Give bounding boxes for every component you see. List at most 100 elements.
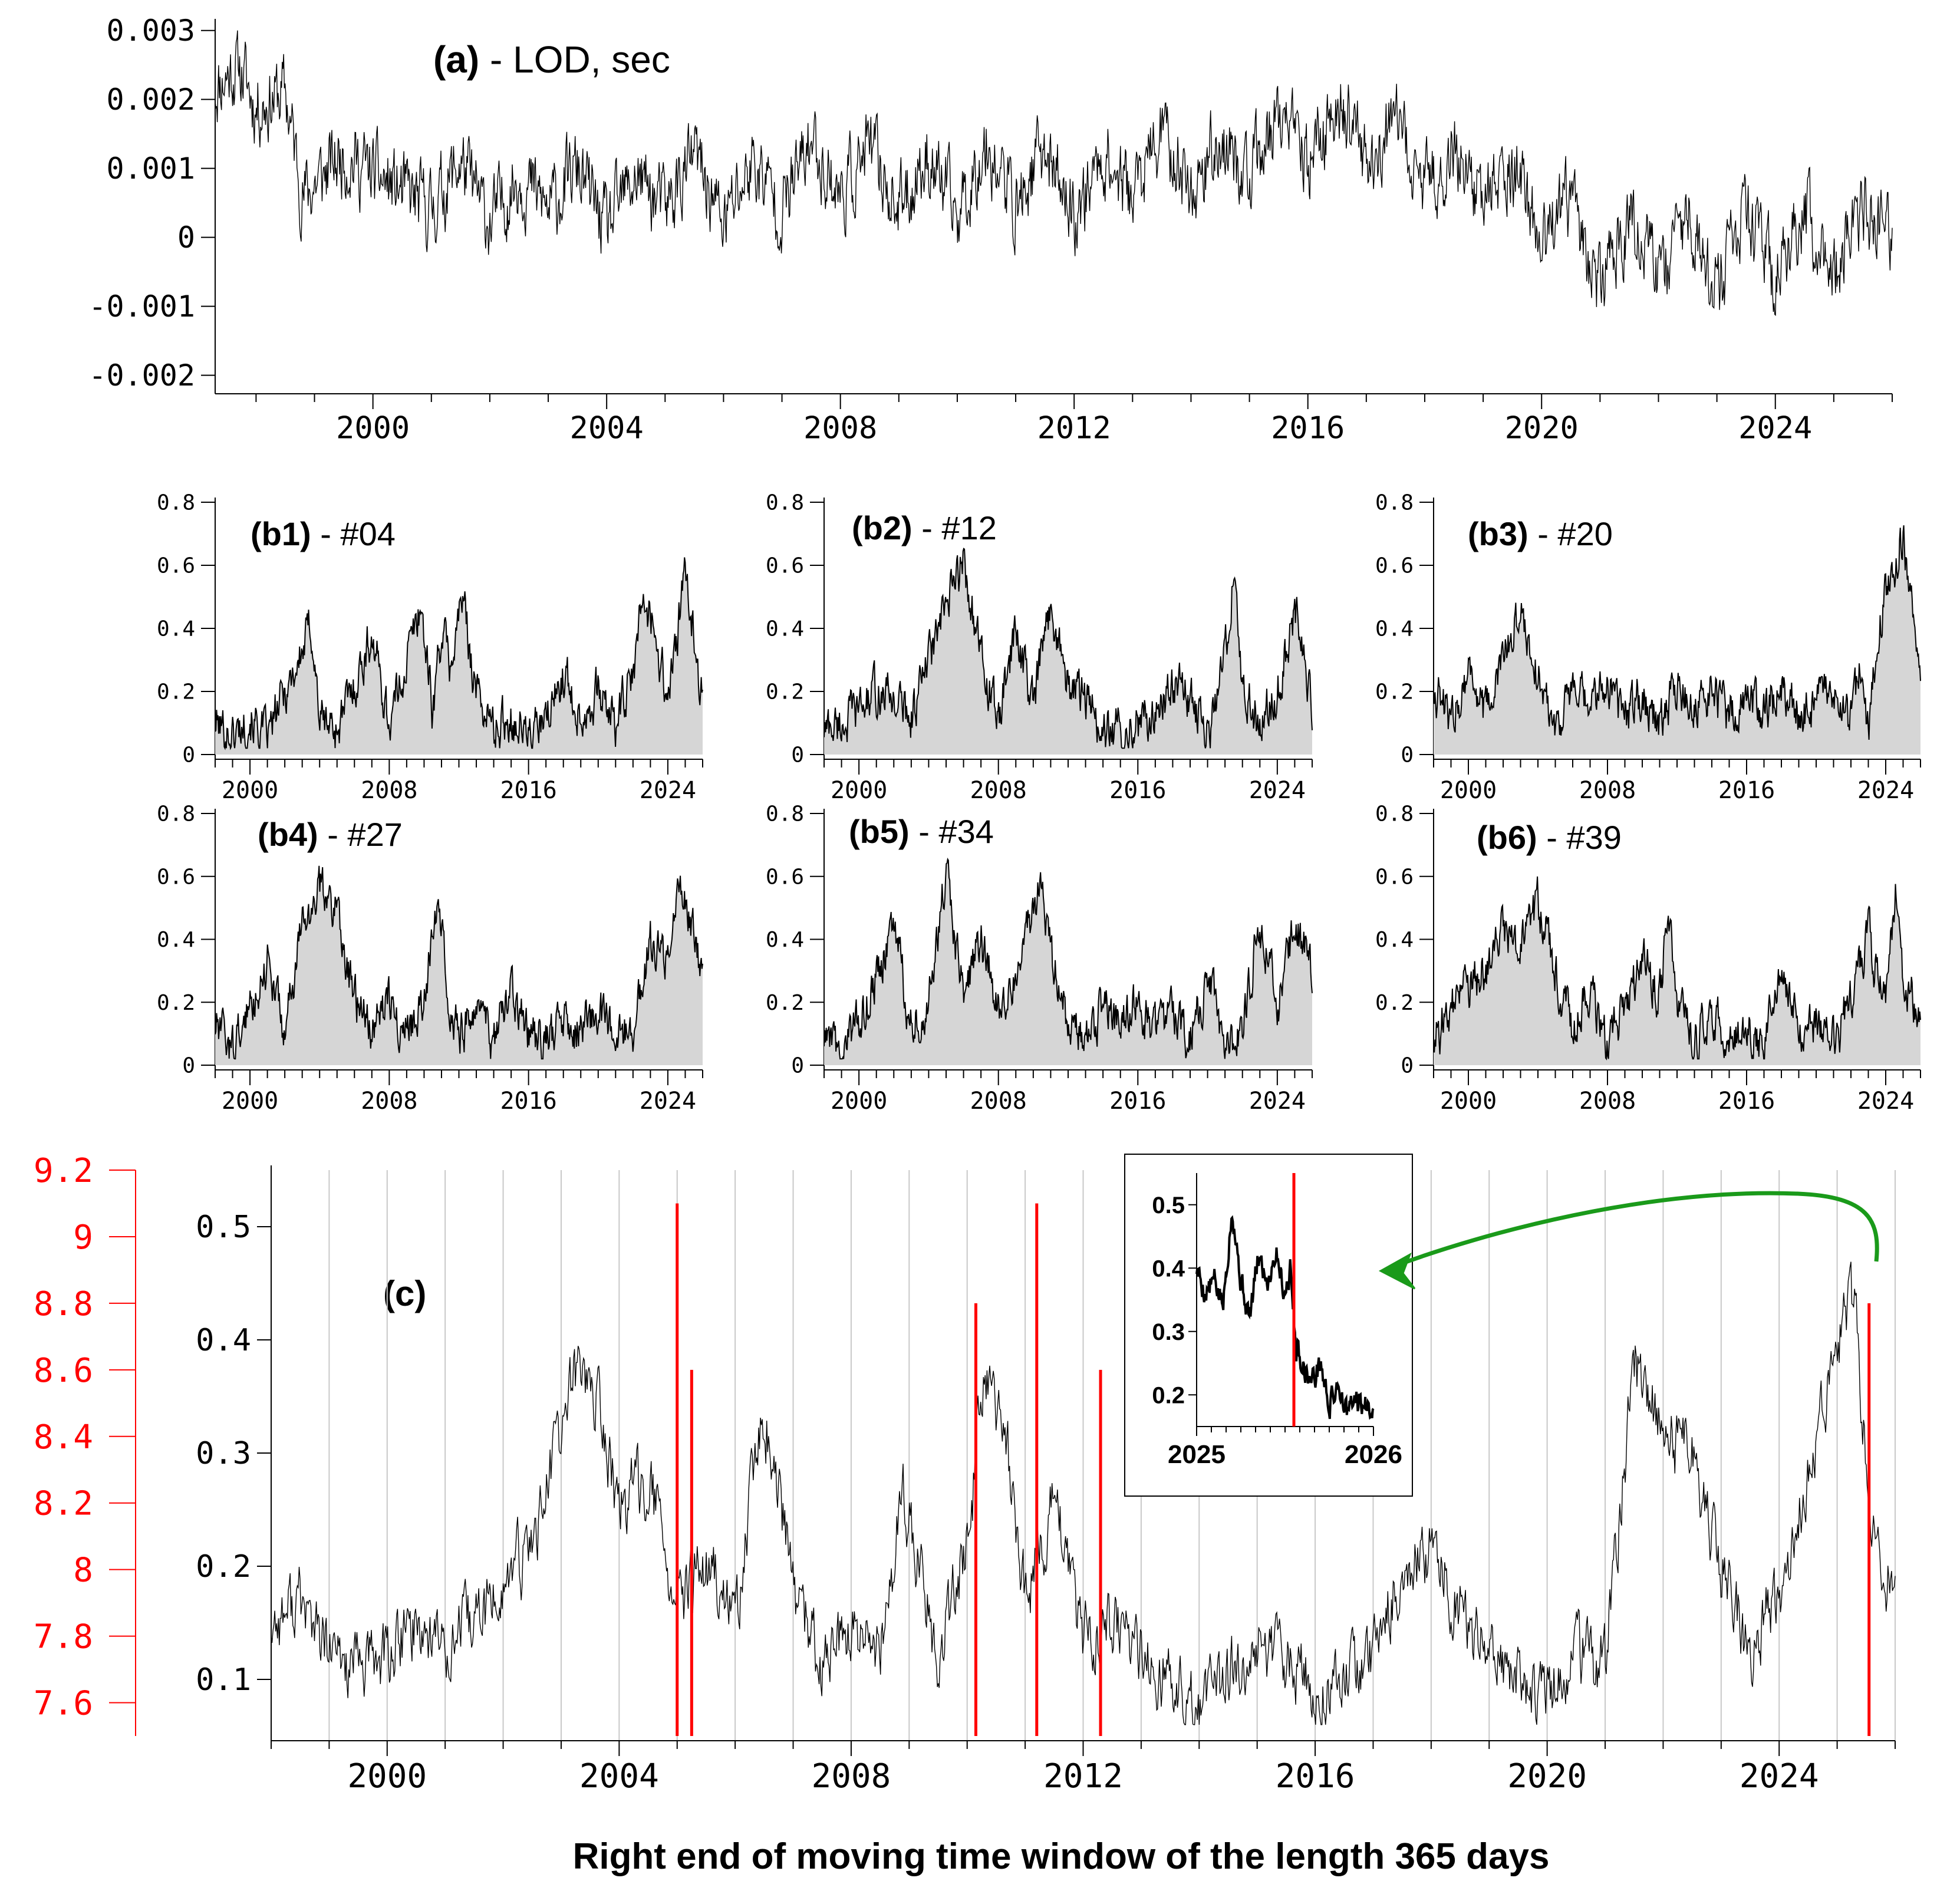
c-x-tick-label: 2020 (1507, 1757, 1587, 1796)
b2-series-line (823, 548, 1313, 749)
panel-c-xlabel: Right end of moving time window of the l… (573, 1836, 1550, 1877)
b1-y-tick-label: 0.8 (157, 491, 195, 515)
panel-c-secondary-y-tick-label: 8 (73, 1551, 93, 1590)
a-x-tick-label: 2024 (1738, 411, 1812, 446)
b5-series-line (823, 857, 1313, 1060)
b1-x-tick-label: 2000 (222, 777, 278, 804)
b6-y-tick-label: 0 (1401, 1054, 1414, 1078)
a-y-tick-label: 0.002 (106, 83, 195, 117)
c-y-tick-label: 0.3 (196, 1436, 251, 1471)
b6-y-tick-label: 0.2 (1375, 991, 1414, 1015)
b4-y-tick-label: 0.8 (157, 802, 195, 826)
b6-x-tick-label: 2024 (1857, 1088, 1914, 1115)
panel-b1-title: (b1) - #04 (251, 515, 396, 552)
inset-x-tick-label: 2025 (1168, 1440, 1226, 1469)
b4-x-tick-label: 2024 (640, 1088, 696, 1115)
b2-y-tick-label: 0.4 (766, 617, 804, 641)
b6-y-tick-label: 0.6 (1375, 865, 1414, 889)
panel-b2-chart: (b2) - #12 0.8 0.6 0.4 0.2 0 2000 2008 2016 2024 (766, 491, 1313, 804)
b6-x-tick-label: 2000 (1440, 1088, 1497, 1115)
b2-y-tick-label: 0.8 (766, 491, 804, 515)
b1-y-tick-label: 0.2 (157, 680, 195, 704)
panel-a-title: (a) - LOD, sec (433, 38, 670, 81)
panel-c-secondary-y-tick-label: 8.2 (34, 1485, 93, 1523)
c-x-tick-label: 2008 (811, 1757, 891, 1796)
inset-y-tick-label: 0.3 (1152, 1319, 1185, 1345)
panel-b5-chart: (b5) - #34 0.8 0.6 0.4 0.2 0 2000 2008 2016 2024 (766, 802, 1313, 1115)
b5-x-tick-label: 2000 (831, 1088, 887, 1115)
panel-c-secondary-y-tick-label: 7.6 (34, 1685, 93, 1723)
b3-y-tick-label: 0.2 (1375, 680, 1414, 704)
b6-series-line (1433, 876, 1921, 1061)
a-y-tick-label: -0.001 (88, 289, 195, 324)
b5-x-tick-label: 2024 (1249, 1088, 1306, 1115)
panel-c-secondary-y-tick-label: 8.8 (34, 1285, 93, 1323)
a-x-tick-label: 2008 (803, 411, 877, 446)
panel-b4-title: (b4) - #27 (258, 816, 403, 853)
panel-b3-title: (b3) - #20 (1468, 515, 1613, 552)
a-x-tick-label: 2020 (1505, 411, 1579, 446)
b1-y-tick-label: 0.4 (157, 617, 195, 641)
b1-x-tick-label: 2008 (361, 777, 417, 804)
c-x-tick-label: 2000 (347, 1757, 427, 1796)
panel-b6-chart: (b6) - #39 0.8 0.6 0.4 0.2 0 2000 2008 2016 2024 (1375, 802, 1921, 1115)
a-y-tick-label: 0.001 (106, 151, 195, 186)
b4-y-tick-label: 0.6 (157, 865, 195, 889)
panel-c-secondary-y-tick-label: 9 (73, 1218, 93, 1257)
panel-b3-chart: (b3) - #20 0.8 0.6 0.4 0.2 0 2000 2008 2016 2024 (1375, 491, 1921, 804)
panel-c-secondary-y-tick-label: 9.2 (34, 1152, 93, 1190)
c-x-tick-label: 2016 (1276, 1757, 1355, 1796)
a-x-tick-label: 2000 (336, 411, 410, 446)
b4-x-tick-label: 2008 (361, 1088, 417, 1115)
arrow-head (1378, 1252, 1416, 1290)
b2-area-fill (824, 548, 1312, 755)
panel-b5-title: (b5) - #34 (849, 813, 994, 850)
b1-x-tick-label: 2016 (500, 777, 556, 804)
b5-y-tick-label: 0.4 (766, 928, 804, 952)
panel-a-title-text: - LOD, sec (479, 38, 670, 81)
b2-x-tick-label: 2016 (1109, 777, 1166, 804)
b5-x-tick-label: 2016 (1109, 1088, 1166, 1115)
b4-y-tick-label: 0.2 (157, 991, 195, 1015)
panel-c-secondary-y-tick-label: 8.4 (34, 1418, 93, 1457)
b4-area-fill (215, 865, 703, 1065)
b5-y-tick-label: 0.2 (766, 991, 804, 1015)
inset-y-tick-label: 0.5 (1152, 1193, 1185, 1218)
panel-b2-title: (b2) - #12 (852, 509, 997, 546)
b6-area-fill (1434, 876, 1920, 1065)
c-y-tick-label: 0.2 (196, 1549, 251, 1585)
b3-y-tick-label: 0.4 (1375, 617, 1414, 641)
panel-c-secondary-y-tick-label: 8.6 (34, 1352, 93, 1390)
panel-a-series-line (215, 30, 1893, 317)
b2-y-tick-label: 0.2 (766, 680, 804, 704)
panel-b4-chart: (b4) - #27 0.8 0.6 0.4 0.2 0 2000 2008 2016 2024 (157, 802, 703, 1115)
c-y-tick-label: 0.5 (196, 1210, 251, 1245)
inset-frame (1124, 1154, 1413, 1497)
a-y-tick-label: 0.003 (106, 14, 195, 48)
b5-area-fill (824, 859, 1312, 1065)
c-x-tick-label: 2024 (1740, 1757, 1819, 1796)
b1-series-line (215, 557, 703, 750)
b1-y-tick-label: 0 (182, 743, 195, 767)
inset-series-line (1195, 1215, 1375, 1420)
b1-x-tick-label: 2024 (640, 777, 696, 804)
panel-c-secondary-y-tick-label: 7.8 (34, 1618, 93, 1656)
inset-x-tick-label: 2026 (1345, 1440, 1402, 1469)
b2-y-tick-label: 0 (791, 743, 804, 767)
a-x-tick-label: 2016 (1271, 411, 1345, 446)
b5-y-tick-label: 0.6 (766, 865, 804, 889)
c-y-tick-label: 0.1 (196, 1662, 251, 1698)
a-y-tick-label: 0 (177, 220, 195, 255)
b6-y-tick-label: 0.8 (1375, 802, 1414, 826)
b2-y-tick-label: 0.6 (766, 554, 804, 578)
b1-area-fill (215, 557, 703, 755)
a-x-tick-label: 2012 (1037, 411, 1111, 446)
inset-y-tick-label: 0.4 (1152, 1256, 1185, 1282)
c-x-tick-label: 2012 (1043, 1757, 1123, 1796)
b3-x-tick-label: 2024 (1857, 777, 1914, 804)
b4-y-tick-label: 0 (182, 1054, 195, 1078)
panel-a-lod-chart: (a) - LOD, sec 0.003 0.002 0.001 0 -0.001 -0.… (88, 14, 1893, 446)
panel-a-title-label: (a) (433, 38, 479, 81)
b3-series-line (1433, 525, 1921, 740)
